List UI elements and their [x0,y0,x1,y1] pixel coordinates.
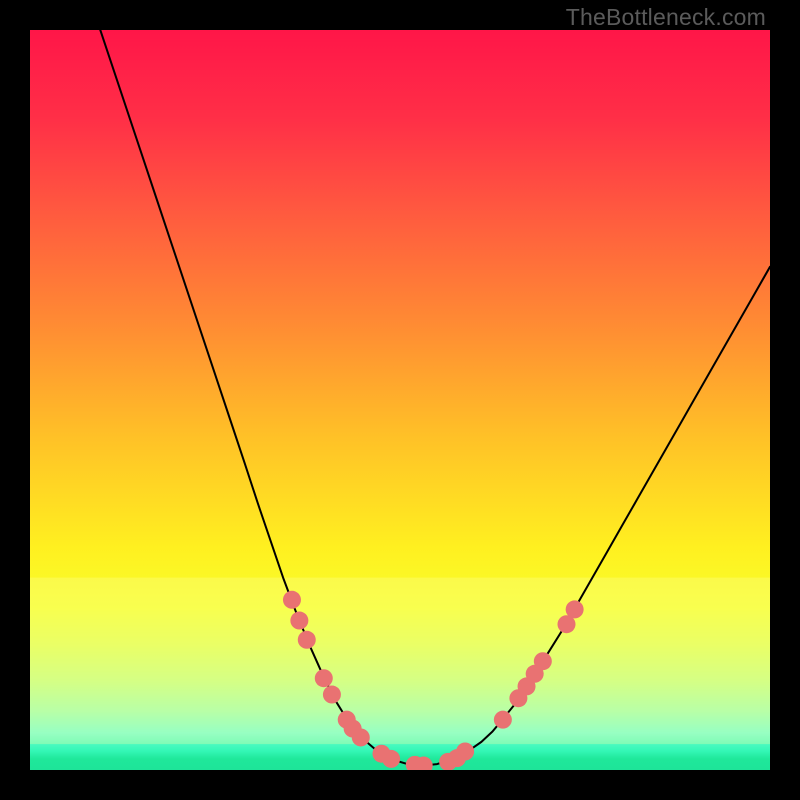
watermark-text: TheBottleneck.com [566,4,766,31]
curve-marker [382,750,400,768]
curve-marker [456,743,474,761]
curve-marker [352,728,370,746]
curve-marker [298,631,316,649]
curve-marker [315,669,333,687]
curve-marker [283,591,301,609]
curve-marker [323,686,341,704]
highlight-band [30,578,770,745]
curve-marker [290,612,308,630]
curve-marker [494,711,512,729]
bottleneck-chart [0,0,800,800]
curve-marker [534,652,552,670]
curve-marker [566,600,584,618]
